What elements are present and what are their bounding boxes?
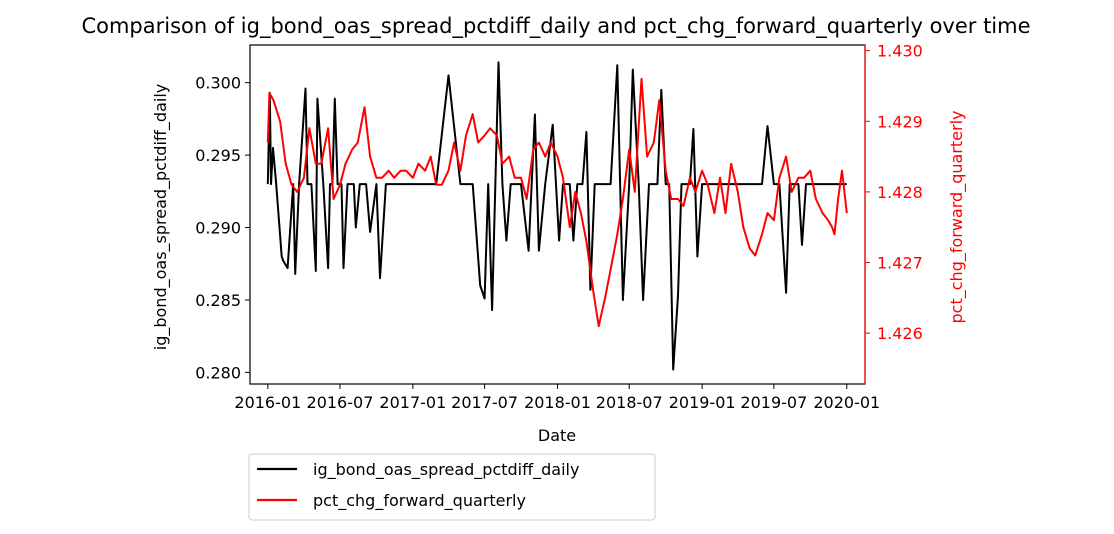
y-right-tick-label: 1.430 xyxy=(877,42,923,61)
x-tick-label: 2019-07 xyxy=(740,393,807,412)
chart-title: Comparison of ig_bond_oas_spread_pctdiff… xyxy=(81,14,1030,39)
y-axis-right: 1.426 1.427 1.428 1.429 1.430 xyxy=(864,42,923,384)
x-axis-label: Date xyxy=(538,426,576,445)
x-axis: 2016-01 2016-07 2017-01 2017-07 2018-01 2018-… xyxy=(234,384,880,412)
y-right-tick-label: 1.428 xyxy=(877,183,923,202)
y-right-tick-label: 1.426 xyxy=(877,324,923,343)
x-tick-label: 2017-01 xyxy=(379,393,446,412)
x-tick-label: 2017-07 xyxy=(451,393,518,412)
series-right-line xyxy=(266,77,848,328)
x-tick-label: 2016-01 xyxy=(234,393,301,412)
series-line-right xyxy=(266,77,848,328)
x-tick-label: 2016-07 xyxy=(307,393,374,412)
y-left-tick-label: 0.285 xyxy=(195,291,241,310)
series-left-line xyxy=(266,61,847,371)
y-axis-right-label: pct_chg_forward_quarterly xyxy=(947,111,967,324)
y-axis-left-label: ig_bond_oas_spread_pctdiff_daily xyxy=(151,84,171,350)
y-left-tick-label: 0.280 xyxy=(195,363,241,382)
legend-label-left-series: ig_bond_oas_spread_pctdiff_daily xyxy=(313,460,579,480)
y-axis-left: 0.280 0.285 0.290 0.295 0.300 xyxy=(195,74,250,382)
x-tick-label: 2019-01 xyxy=(669,393,736,412)
y-left-tick-label: 0.290 xyxy=(195,219,241,238)
y-left-tick-label: 0.295 xyxy=(195,146,241,165)
x-tick-label: 2018-01 xyxy=(524,393,591,412)
legend: ig_bond_oas_spread_pctdiff_daily pct_chg… xyxy=(248,453,656,521)
y-right-tick-label: 1.427 xyxy=(877,254,923,273)
series-line-left xyxy=(266,61,847,371)
legend-label-right-series: pct_chg_forward_quarterly xyxy=(313,491,526,511)
plot-area xyxy=(249,44,866,385)
x-tick-label: 2018-07 xyxy=(596,393,663,412)
legend-frame xyxy=(248,453,656,521)
x-tick-label: 2020-01 xyxy=(813,393,880,412)
y-left-tick-label: 0.300 xyxy=(195,74,241,93)
y-right-tick-label: 1.429 xyxy=(877,112,923,131)
